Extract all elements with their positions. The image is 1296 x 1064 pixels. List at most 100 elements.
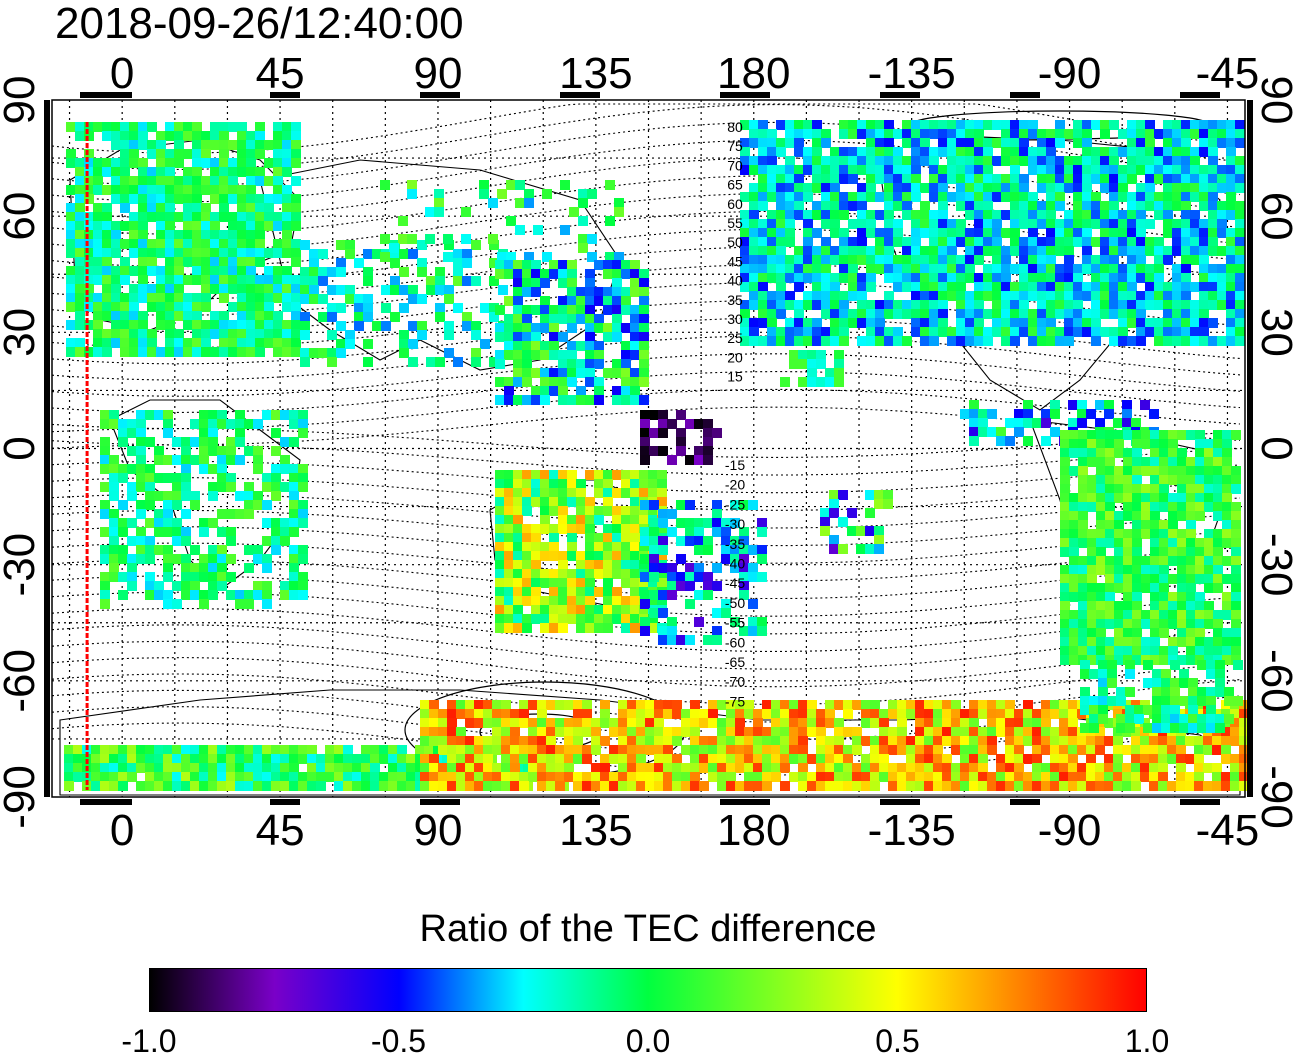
tec-data-cell: [960, 736, 970, 746]
tec-data-cell: [983, 309, 993, 319]
tec-data-cell: [1141, 430, 1151, 440]
tec-data-cell: [540, 488, 550, 498]
tec-data-cell: [1208, 183, 1218, 193]
tec-data-cell: [522, 506, 532, 516]
tec-data-cell: [244, 772, 254, 782]
tec-data-cell: [102, 248, 112, 258]
tec-data-cell: [902, 138, 912, 148]
tec-data-cell: [1141, 565, 1151, 575]
tec-data-cell: [758, 129, 768, 139]
tec-data-cell: [246, 221, 256, 231]
tec-data-cell: [1190, 183, 1200, 193]
tec-data-cell: [812, 327, 822, 337]
tec-data-cell: [974, 228, 984, 238]
tec-data-cell: [767, 246, 777, 256]
tec-data-cell: [911, 309, 921, 319]
tec-data-cell: [776, 273, 786, 283]
tec-data-cell: [253, 500, 263, 510]
tec-data-cell: [983, 201, 993, 211]
tec-data-cell: [1019, 309, 1029, 319]
tec-data-cell: [282, 167, 292, 177]
tec-data-cell: [1105, 538, 1115, 548]
tec-data-cell: [1186, 601, 1196, 611]
tec-data-cell: [147, 248, 157, 258]
tec-data-cell: [438, 709, 448, 719]
tec-data-cell: [318, 312, 328, 322]
tec-data-cell: [298, 545, 308, 555]
tec-data-cell: [1235, 210, 1245, 220]
tec-data-cell: [1096, 538, 1106, 548]
tec-data-cell: [1118, 318, 1128, 328]
tec-data-cell: [100, 509, 110, 519]
tec-data-cell: [567, 614, 577, 624]
tec-data-cell: [1186, 637, 1196, 647]
tec-data-cell: [1235, 237, 1245, 247]
tec-data-cell: [694, 572, 704, 582]
tec-data-cell: [576, 578, 586, 588]
tec-data-cell: [75, 257, 85, 267]
tec-data-cell: [640, 455, 650, 465]
tec-data-cell: [271, 518, 281, 528]
tec-data-cell: [648, 623, 658, 633]
tec-data-cell: [111, 167, 121, 177]
tec-data-cell: [938, 237, 948, 247]
tec-data-cell: [513, 269, 523, 279]
tec-data-cell: [1231, 574, 1241, 584]
tec-data-cell: [951, 781, 961, 791]
tec-data-cell: [528, 736, 538, 746]
tec-data-cell: [1046, 183, 1056, 193]
tec-data-cell: [1100, 147, 1110, 157]
tec-data-cell: [190, 781, 200, 791]
tec-data-cell: [1222, 475, 1232, 485]
tec-data-cell: [893, 264, 903, 274]
tec-data-cell: [174, 149, 184, 159]
tec-data-cell: [1087, 637, 1097, 647]
tec-data-cell: [658, 446, 668, 456]
tec-data-cell: [825, 736, 835, 746]
tec-data-cell: [1136, 327, 1146, 337]
tec-data-cell: [630, 368, 640, 378]
tec-data-cell: [630, 278, 640, 288]
tec-data-cell: [1082, 165, 1092, 175]
tec-data-cell: [875, 120, 885, 130]
tec-data-cell: [911, 291, 921, 301]
tec-data-cell: [830, 228, 840, 238]
tec-data-cell: [618, 745, 628, 755]
tec-data-cell: [109, 518, 119, 528]
tec-data-cell: [969, 709, 979, 719]
tec-data-cell: [354, 321, 364, 331]
tec-data-cell: [812, 201, 822, 211]
tec-data-cell: [138, 329, 148, 339]
tec-data-cell: [740, 282, 750, 292]
tec-data-cell: [1179, 669, 1189, 679]
tec-data-cell: [640, 419, 650, 429]
tec-data-cell: [154, 581, 164, 591]
tec-data-cell: [578, 189, 588, 199]
tec-data-cell: [1091, 318, 1101, 328]
tec-data-cell: [1181, 120, 1191, 130]
tec-data-cell: [522, 524, 532, 534]
tec-data-cell: [1132, 484, 1142, 494]
tec-data-cell: [75, 347, 85, 357]
tec-data-cell: [1195, 547, 1205, 557]
tec-data-cell: [749, 264, 759, 274]
tec-data-cell: [1055, 282, 1065, 292]
tec-data-cell: [136, 455, 146, 465]
tec-data-cell: [453, 267, 463, 277]
tec-data-cell: [1158, 772, 1168, 782]
tec-data-cell: [762, 727, 772, 737]
tec-data-cell: [1114, 610, 1124, 620]
tec-data-cell: [1231, 547, 1241, 557]
tec-data-cell: [861, 754, 871, 764]
tec-data-cell: [208, 545, 218, 555]
tec-data-cell: [291, 293, 301, 303]
tec-data-cell: [154, 772, 164, 782]
tec-data-cell: [1069, 439, 1079, 449]
tec-data-cell: [612, 386, 622, 396]
tec-data-cell: [1127, 219, 1137, 229]
tec-data-cell: [1073, 327, 1083, 337]
tec-data-cell: [531, 350, 541, 360]
tec-data-cell: [884, 120, 894, 130]
tec-data-cell: [726, 754, 736, 764]
tec-data-cell: [1050, 754, 1060, 764]
